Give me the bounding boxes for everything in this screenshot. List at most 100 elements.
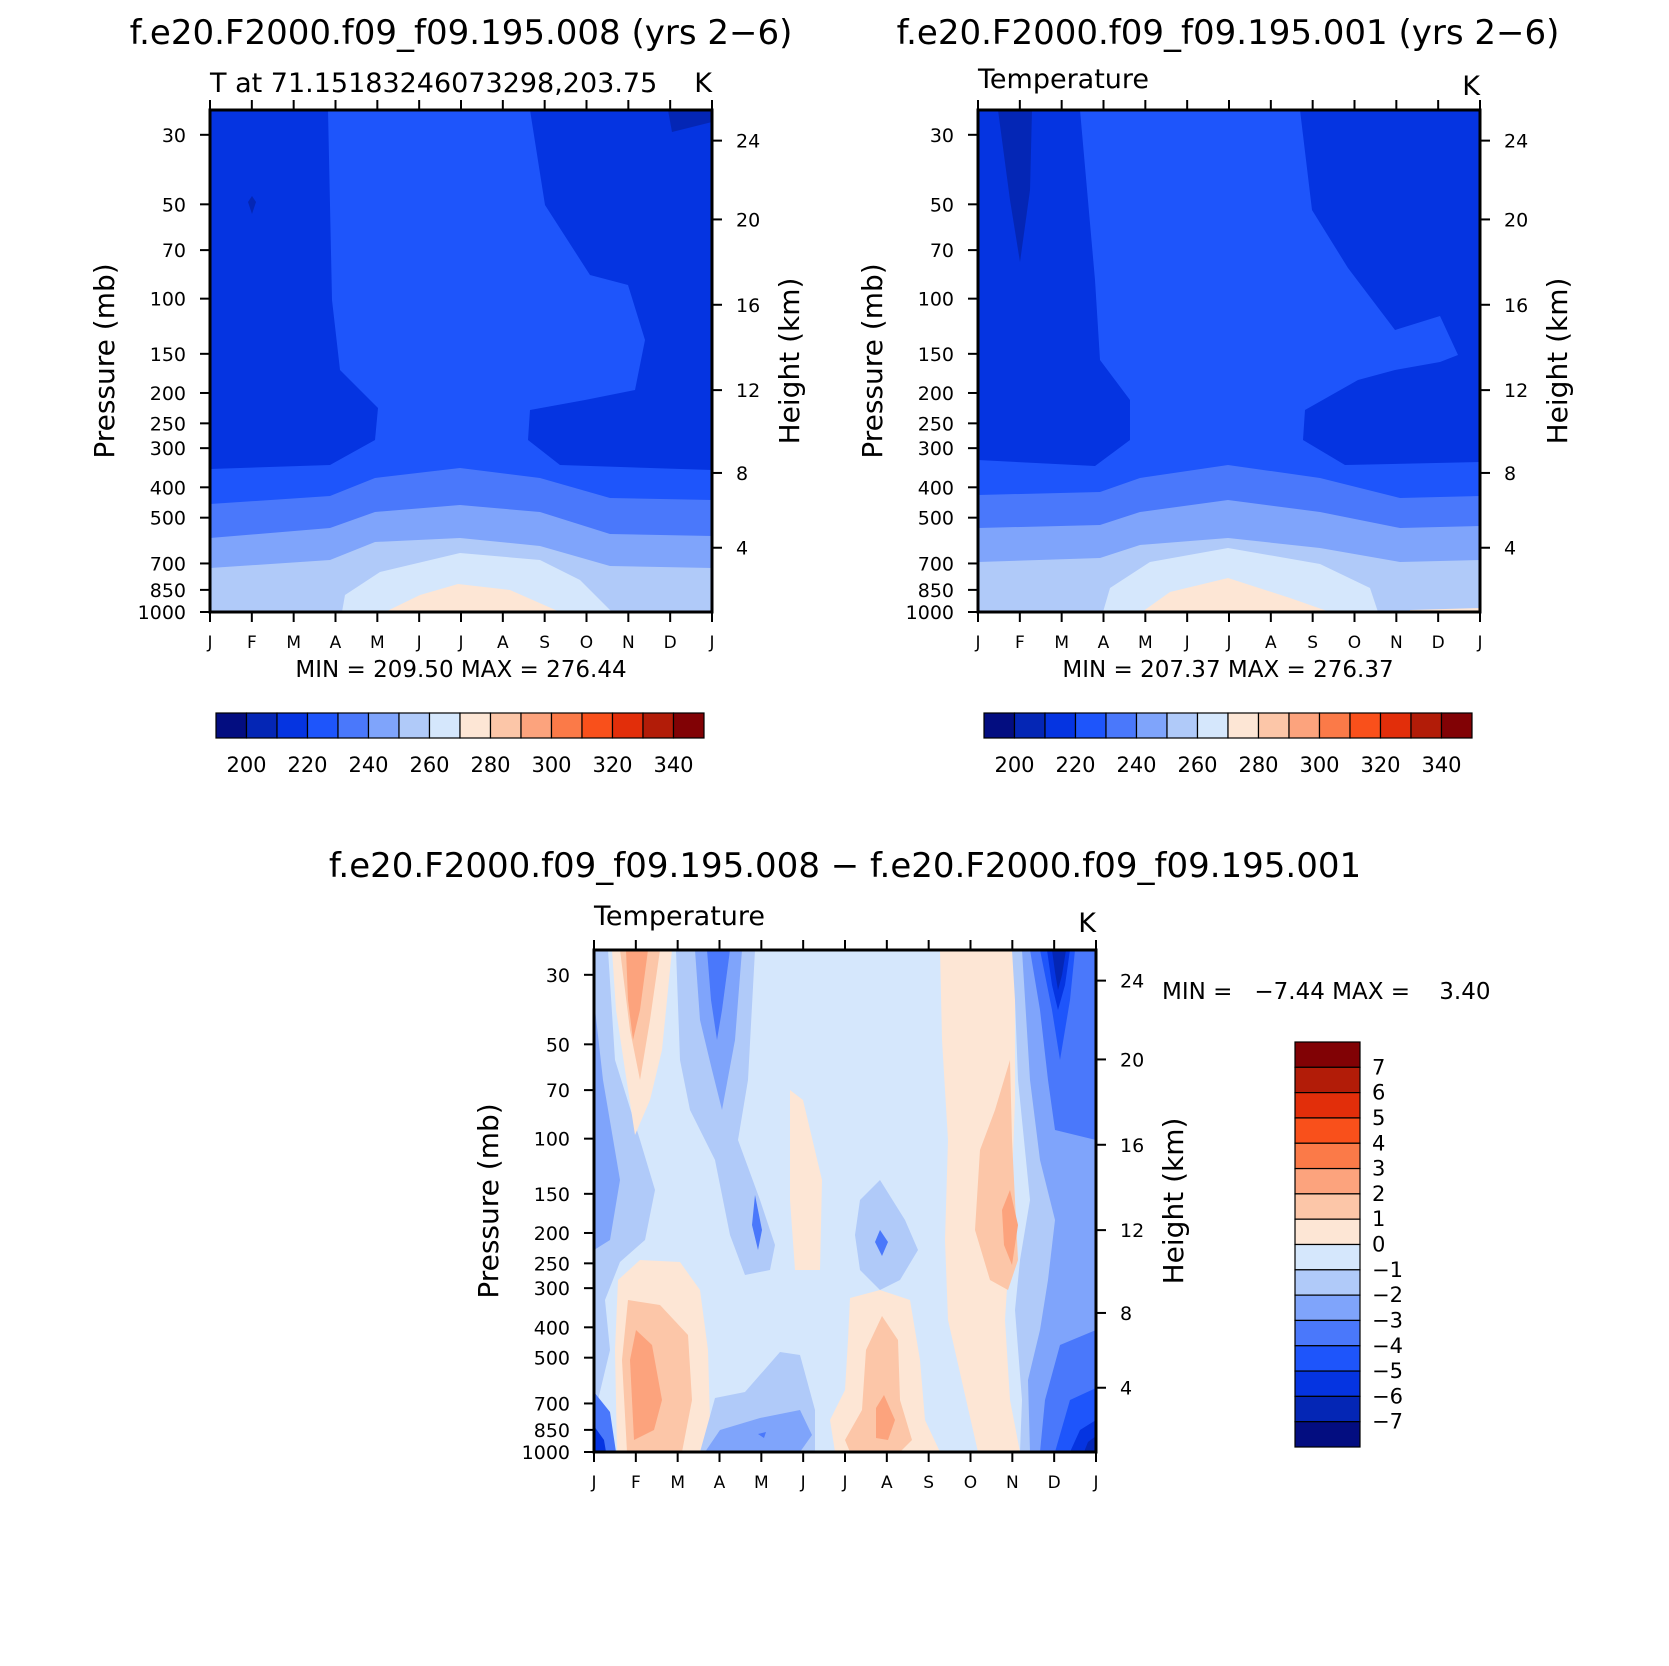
colorbar-label: 200 [226,753,266,777]
panel-1-ylabel: Pressure (mb) [88,263,121,458]
pressure-tick-label: 200 [534,1223,570,1245]
pressure-tick-label: 850 [918,580,954,602]
colorbar-swatch [1288,712,1321,739]
colorbar-swatch [1196,712,1229,739]
x-tick-label: J [416,633,422,653]
panel-1-left-label: T at 71.15183246073298,203.75 [209,68,657,99]
colorbar-swatch [672,712,705,739]
panel-1-ticks: J F M A M J J A S O N D J 30 50 70 100 150 200 250 300 400 500… [138,100,760,653]
colorbar-label: 220 [287,753,327,777]
height-tick-label: 8 [1504,463,1516,485]
panel-1-title: f.e20.F2000.f09_f09.195.008 (yrs 2−6) [130,13,793,53]
x-tick-label: F [631,1473,641,1493]
panel-3: f.e20.F2000.f09_f09.195.008 − f.e20.F200… [329,846,1491,1493]
colorbar-swatch [1135,712,1168,739]
colorbar-swatch [1349,712,1382,739]
pressure-tick-label: 200 [918,383,954,405]
colorbar-swatch [1379,712,1412,739]
colorbar-label: 0 [1372,1233,1385,1257]
colorbar-label: −3 [1372,1308,1403,1332]
colorbar-swatch [642,712,675,739]
colorbar-label: 260 [409,753,449,777]
pressure-tick-label: 850 [534,1420,570,1442]
colorbar-swatch [245,712,278,739]
pressure-tick-label: 700 [918,553,954,575]
panel-1-colorbar: 200 220 240 260 280 300 320 340 [215,712,705,777]
x-tick-label: F [247,633,257,653]
panel-1-stats: MIN = 209.50 MAX = 276.44 [295,657,626,683]
x-tick-label: M [754,1473,769,1493]
height-tick-label: 16 [1120,1135,1144,1157]
x-tick-label: J [590,1473,596,1493]
height-tick-label: 16 [736,295,760,317]
colorbar-swatch [1294,1193,1361,1220]
x-tick-label: O [580,633,593,653]
panel-2-title: f.e20.F2000.f09_f09.195.001 (yrs 2−6) [897,13,1560,53]
height-tick-label: 12 [1120,1220,1144,1242]
colorbar-label: 2 [1372,1182,1385,1206]
pressure-tick-label: 300 [150,438,186,460]
pressure-tick-label: 70 [930,240,954,262]
pressure-tick-label: 1000 [138,602,186,624]
pressure-tick-label: 400 [534,1317,570,1339]
panel-2: f.e20.F2000.f09_f09.195.001 (yrs 2−6) Te… [856,13,1574,777]
panel-3-unit-label: K [1078,908,1097,939]
colorbar-swatch [459,712,492,739]
colorbar-swatch [306,712,339,739]
x-tick-label: M [670,1473,685,1493]
height-tick-label: 20 [1504,209,1528,231]
height-tick-label: 24 [1120,971,1144,993]
x-tick-label: N [1006,1473,1019,1493]
pressure-tick-label: 700 [534,1393,570,1415]
x-tick-label: M [370,633,385,653]
pressure-tick-label: 30 [162,125,186,147]
panel-3-ticks: J F M A M J J A S O N D J 30 50 70 100 150 200 250 300 400 500… [522,940,1144,1493]
x-tick-label: D [1048,1473,1061,1493]
x-tick-label: A [330,633,342,653]
pressure-tick-label: 500 [534,1348,570,1370]
panel-3-contour-field [594,950,1096,1452]
colorbar-swatch [1257,712,1290,739]
colorbar-swatch [215,712,248,739]
pressure-tick-label: 50 [162,194,186,216]
pressure-tick-label: 70 [546,1080,570,1102]
pressure-tick-label: 30 [546,965,570,987]
colorbar-label: −1 [1372,1258,1403,1282]
x-tick-label: A [881,1473,893,1493]
x-tick-label: M [286,633,301,653]
colorbar-swatch [550,712,583,739]
x-tick-label: O [1348,633,1361,653]
panel-2-stats: MIN = 207.37 MAX = 276.37 [1062,657,1393,683]
colorbar-swatch [1410,712,1443,739]
pressure-tick-label: 70 [162,240,186,262]
height-tick-label: 24 [1504,131,1528,153]
x-tick-label: F [1015,633,1025,653]
pressure-tick-label: 850 [150,580,186,602]
colorbar-swatch [1318,712,1351,739]
colorbar-swatch [581,712,614,739]
panel-1-y2label: Height (km) [773,278,806,445]
pressure-tick-label: 50 [546,1034,570,1056]
x-tick-label: O [964,1473,977,1493]
pressure-tick-label: 400 [918,477,954,499]
pressure-tick-label: 250 [534,1253,570,1275]
x-tick-label: J [974,633,980,653]
colorbar-label: −6 [1372,1384,1403,1408]
colorbar-label: 300 [1299,753,1339,777]
height-tick-label: 20 [736,209,760,231]
colorbar-swatch [489,712,522,739]
colorbar-swatch [1166,712,1199,739]
colorbar-label: 6 [1372,1081,1385,1105]
height-tick-label: 24 [736,131,760,153]
pressure-tick-label: 250 [150,413,186,435]
colorbar-label: 340 [653,753,693,777]
colorbar-swatch [520,712,553,739]
panel-3-ylabel: Pressure (mb) [472,1103,505,1298]
panel-1-unit-label: K [694,68,713,99]
colorbar-label: 240 [1116,753,1156,777]
height-tick-label: 4 [736,538,748,560]
pressure-tick-label: 700 [150,553,186,575]
colorbar-label: 5 [1372,1106,1385,1130]
colorbar-swatch [1105,712,1138,739]
